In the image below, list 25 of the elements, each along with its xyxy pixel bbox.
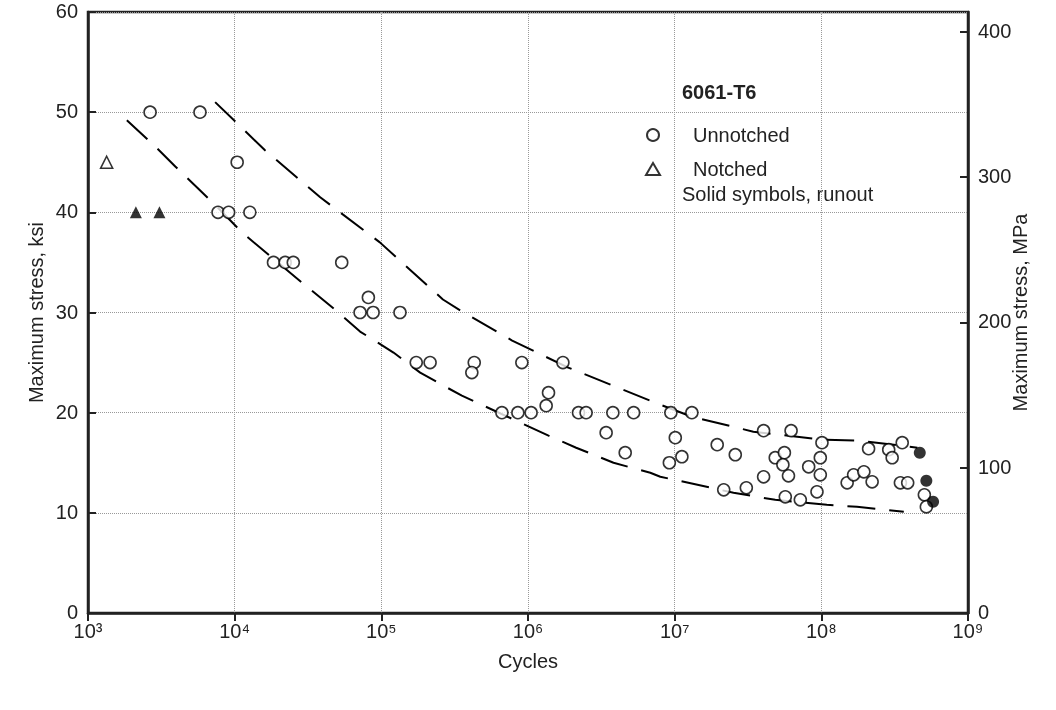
y-tick-label: 60 — [55, 0, 78, 22]
annotation: Solid symbols, runout — [682, 183, 874, 205]
y-tick-label: 10 — [55, 500, 78, 523]
x-tick-label: 10⁵ — [366, 620, 397, 642]
legend-title: 6061-T6 — [682, 81, 757, 103]
y2-tick-label: 100 — [978, 455, 1012, 478]
y2-tick-label: 400 — [978, 19, 1012, 42]
y2-tick-label: 200 — [978, 310, 1012, 333]
legend-label: Notched — [693, 158, 768, 180]
x-tick-label: 10⁶ — [512, 620, 544, 642]
legend-label: Unnotched — [693, 124, 790, 146]
y-tick-label: 0 — [66, 601, 78, 623]
x-tick-label: 10³ — [73, 620, 103, 642]
y-axis-title: Maximum stress, ksi — [25, 221, 47, 404]
y2-tick-label: 0 — [978, 601, 990, 623]
x-axis-title: Cycles — [497, 650, 559, 672]
x-tick-label: 10⁹ — [952, 620, 984, 642]
y-tick-label: 40 — [55, 200, 78, 223]
x-tick-label: 10⁴ — [219, 620, 251, 642]
y-tick-label: 30 — [55, 300, 78, 323]
x-tick-label: 10⁷ — [659, 620, 690, 642]
y-tick-label: 50 — [55, 100, 78, 123]
y2-tick-label: 300 — [978, 165, 1012, 188]
x-tick-label: 10⁸ — [805, 620, 837, 642]
y-tick-label: 20 — [55, 400, 78, 423]
